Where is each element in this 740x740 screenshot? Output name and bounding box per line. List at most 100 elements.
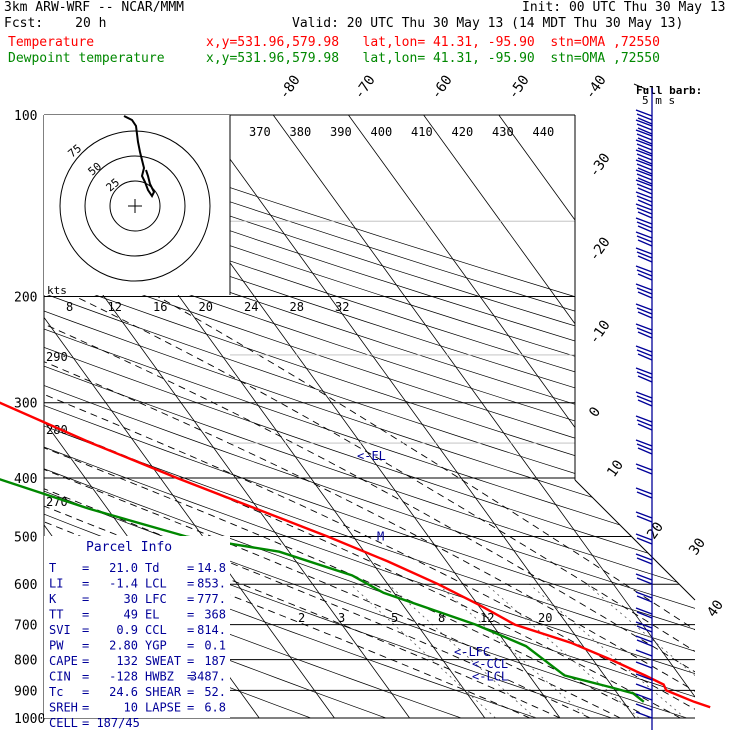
wind-barbs xyxy=(635,109,653,719)
moist-adiabat xyxy=(75,296,695,718)
wind-barb xyxy=(635,109,653,125)
wind-barb xyxy=(635,415,653,431)
mixing-ratio-label: 2 xyxy=(298,611,305,625)
dry-adiabat xyxy=(44,115,695,718)
dewpoint-legend: Dewpoint temperature xyxy=(8,51,165,66)
wind-barb xyxy=(635,533,653,545)
parcel-info-equals: = xyxy=(82,608,89,622)
parcel-info-value: 777. xyxy=(197,592,226,606)
wind-barb xyxy=(635,635,653,647)
wind-barb xyxy=(635,661,653,669)
dry-adiabat xyxy=(44,115,695,718)
parcel-info-value: -1.4 xyxy=(109,577,138,591)
pressure-label: 1000 xyxy=(14,712,45,727)
parcel-info-label: Tc xyxy=(49,685,63,699)
parcel-info-label: SHEAR xyxy=(145,685,182,699)
temperature-location: x,y=531.96,579.98 lat,lon= 41.31, -95.90… xyxy=(206,35,660,50)
parcel-info-equals: = xyxy=(82,685,89,699)
theta-side-label: 290 xyxy=(46,350,68,364)
wind-barb xyxy=(635,169,653,185)
parcel-info-bg xyxy=(44,536,230,718)
wind-barb xyxy=(635,439,653,455)
mixing-ratio-label: 8 xyxy=(66,300,73,314)
wind-barb xyxy=(635,191,653,207)
pressure-label: 100 xyxy=(14,109,37,124)
dewpoint-location: x,y=531.96,579.98 lat,lon= 41.31, -95.90… xyxy=(206,51,660,66)
parcel-info-equals: = xyxy=(82,639,89,653)
wind-barb xyxy=(635,621,653,633)
isotherm-label: -50 xyxy=(505,72,533,102)
mixing-ratio-label: 20 xyxy=(538,611,552,625)
wind-barb xyxy=(635,265,653,281)
parcel-annotation: <-EL xyxy=(357,449,386,463)
hodograph-bg xyxy=(44,115,230,295)
dry-adiabat xyxy=(44,115,695,718)
parcel-annotation: <-LCL xyxy=(472,669,508,683)
fcst-label: Fcst: xyxy=(4,16,44,31)
wind-barb xyxy=(635,487,653,499)
dry-adiabat xyxy=(44,115,695,718)
hodograph-trace xyxy=(123,115,156,198)
mixing-ratio-label: 16 xyxy=(153,300,167,314)
isotherm-line xyxy=(272,115,695,718)
dry-adiabat xyxy=(44,115,695,718)
wind-barb xyxy=(635,345,653,361)
wind-barb xyxy=(635,231,653,247)
isotherm-line xyxy=(423,115,695,718)
wind-barb xyxy=(635,607,653,619)
parcel-info-label: TT xyxy=(49,608,63,622)
isotherm-line xyxy=(498,115,695,718)
theta-label: 430 xyxy=(492,125,514,139)
wind-barb xyxy=(635,203,653,219)
parcel-info-equals: = xyxy=(187,670,194,684)
parcel-info-value: 187 xyxy=(204,654,226,668)
dry-adiabat xyxy=(44,115,695,718)
pressure-label: 900 xyxy=(14,684,37,699)
isotherm-line xyxy=(44,115,335,718)
temperature-legend: Temperature xyxy=(8,35,95,50)
wind-barb xyxy=(635,573,653,585)
right-axis-skew xyxy=(574,479,696,601)
parcel-info-equals: = xyxy=(187,577,194,591)
parcel-info-label: CCL xyxy=(145,623,167,637)
wind-barb xyxy=(635,693,653,701)
parcel-info-equals: = xyxy=(82,701,89,715)
wind-barb xyxy=(635,119,653,135)
wind-barb xyxy=(635,649,653,657)
parcel-info-equals: = xyxy=(82,654,89,668)
parcel-info-equals: = xyxy=(187,685,194,699)
parcel-info-label: LI xyxy=(49,577,63,591)
parcel-info-label: Td xyxy=(145,561,159,575)
dry-adiabat xyxy=(44,115,695,718)
moist-adiabat xyxy=(44,296,621,718)
wind-barb xyxy=(635,323,653,339)
pressure-label: 600 xyxy=(14,578,37,593)
parcel-info-label: YGP xyxy=(145,639,167,653)
dry-adiabat xyxy=(44,115,695,718)
wind-barb xyxy=(635,711,653,719)
wind-barb xyxy=(635,511,653,523)
wind-barb xyxy=(635,139,653,155)
parcel-info-label: T xyxy=(49,561,56,575)
parcel-info-label: PW xyxy=(49,639,64,653)
pressure-label: 700 xyxy=(14,619,37,634)
hodograph-ring xyxy=(109,180,161,232)
theta-label: 390 xyxy=(330,125,352,139)
isotherm-label: -20 xyxy=(586,234,614,264)
isotherm-label: -30 xyxy=(586,150,614,180)
wind-barb xyxy=(635,179,653,195)
wind-barb xyxy=(635,391,653,407)
parcel-info-equals: = xyxy=(187,654,194,668)
parcel-info-label: CAPE xyxy=(49,654,78,668)
parcel-info-label: CIN xyxy=(49,670,71,684)
wind-barb xyxy=(635,217,653,233)
pressure-label: 300 xyxy=(14,397,37,412)
parcel-info-equals: = xyxy=(82,670,89,684)
temperature-trace xyxy=(0,401,711,709)
pressure-label: 200 xyxy=(14,291,37,306)
dry-adiabat xyxy=(44,115,695,718)
pressure-label: 800 xyxy=(14,654,37,669)
header-model: 3km ARW-WRF -- NCAR/MMM xyxy=(4,0,185,15)
